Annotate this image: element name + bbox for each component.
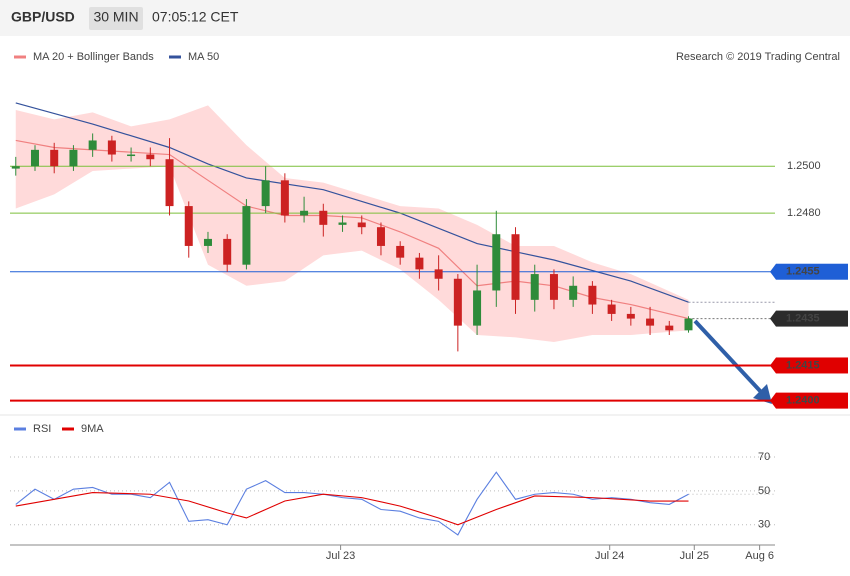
bollinger-band: [15, 105, 689, 343]
candle-body: [607, 304, 616, 314]
legend-label: 9MA: [81, 423, 104, 435]
candle-body: [588, 285, 597, 305]
price-label: 1.2480: [787, 207, 821, 219]
price-tag-pointer: [770, 310, 776, 327]
forecast-arrow: [693, 319, 764, 395]
candle-body: [11, 166, 20, 169]
price-tag-pointer: [770, 263, 776, 280]
price-tag: [776, 310, 848, 327]
legend-label: RSI: [33, 423, 51, 435]
candle-body: [107, 140, 116, 155]
rsi-tick-label: 50: [758, 485, 770, 497]
timeframe[interactable]: 30 MIN: [93, 9, 138, 25]
credit: Research © 2019 Trading Central: [676, 51, 840, 63]
candle-body: [223, 238, 232, 265]
candle-body: [319, 210, 328, 225]
x-tick-label: Jul 23: [326, 550, 355, 562]
candle-body: [684, 318, 693, 331]
rsi-line: [15, 471, 689, 536]
price-tag-label: 1.2415: [786, 359, 820, 371]
rsi-line: [15, 491, 689, 526]
price-label: 1.2500: [787, 160, 821, 172]
rsi-tick-label: 70: [758, 451, 770, 463]
price-tag-label: 1.2455: [786, 266, 820, 278]
legend-label: MA 50: [188, 51, 219, 63]
price-tag: [776, 263, 848, 280]
price-tag: [776, 357, 848, 374]
candle-body: [50, 149, 59, 167]
price-tag-pointer: [770, 392, 776, 409]
timeframe-box[interactable]: [89, 7, 143, 30]
candle-body: [549, 274, 558, 300]
candle-body: [242, 206, 251, 265]
candle-body: [357, 222, 366, 228]
clock: 07:05:12 CET: [152, 9, 239, 25]
candle-body: [203, 238, 212, 246]
candle-body: [434, 269, 443, 279]
candle-body: [300, 210, 309, 216]
price-tag-label: 1.2400: [786, 395, 820, 407]
candle-body: [88, 140, 97, 150]
candle-body: [415, 257, 424, 270]
candle-body: [453, 278, 462, 326]
candle-body: [492, 234, 501, 291]
candle-body: [626, 313, 635, 319]
candle-body: [69, 149, 78, 167]
candle-body: [30, 149, 39, 167]
x-tick-label: Jul 25: [680, 550, 709, 562]
candle-body: [511, 234, 520, 300]
candle-body: [646, 318, 655, 326]
rsi-tick-label: 30: [758, 519, 770, 531]
candle-body: [530, 274, 539, 300]
candle-body: [473, 290, 482, 326]
x-tick-label: Aug 6: [745, 550, 774, 562]
candle-body: [665, 325, 674, 331]
price-tag-label: 1.2435: [786, 313, 820, 325]
candle-body: [146, 154, 155, 160]
candle-body: [569, 285, 578, 300]
candle-body: [376, 227, 385, 246]
candle-body: [280, 180, 289, 216]
price-tag: [776, 392, 848, 409]
forecast-arrow-head: [753, 384, 772, 404]
x-tick-label: Jul 24: [595, 550, 624, 562]
symbol: GBP/USD: [11, 9, 75, 25]
candle-body: [261, 180, 270, 207]
candle-body: [184, 206, 193, 246]
candle-body: [127, 154, 136, 157]
candle-body: [165, 159, 174, 207]
moving-average: [15, 102, 689, 303]
candle-body: [338, 222, 347, 225]
legend-label: MA 20 + Bollinger Bands: [33, 51, 154, 63]
candle-body: [396, 245, 405, 258]
price-tag-pointer: [770, 357, 776, 374]
